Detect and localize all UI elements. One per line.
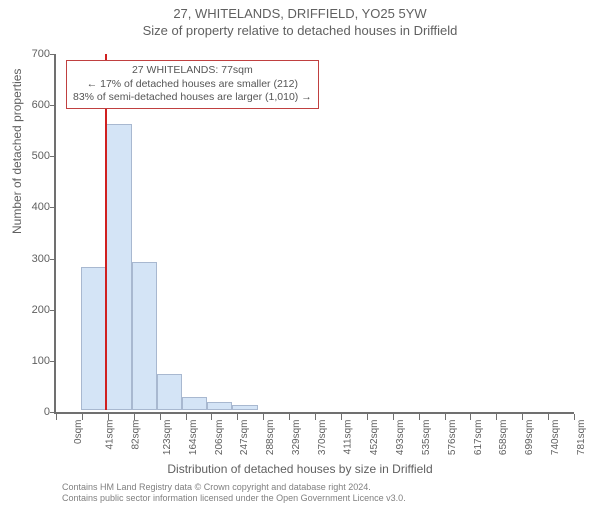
xtick-label: 41sqm bbox=[104, 420, 115, 450]
histogram-bar bbox=[182, 397, 207, 410]
xtick-mark bbox=[496, 414, 497, 420]
xtick-mark bbox=[315, 414, 316, 420]
xtick-label: 206sqm bbox=[214, 420, 225, 456]
xtick-mark bbox=[263, 414, 264, 420]
xtick-mark bbox=[186, 414, 187, 420]
histogram-bar bbox=[157, 374, 182, 410]
xtick-mark bbox=[470, 414, 471, 420]
xtick-label: 411sqm bbox=[342, 420, 353, 455]
footer: Contains HM Land Registry data © Crown c… bbox=[62, 482, 406, 504]
xtick-label: 164sqm bbox=[188, 420, 199, 456]
xtick-mark bbox=[419, 414, 420, 420]
x-axis-label: Distribution of detached houses by size … bbox=[0, 462, 600, 476]
xtick-mark bbox=[82, 414, 83, 420]
xtick-mark bbox=[237, 414, 238, 420]
xtick-label: 123sqm bbox=[162, 420, 173, 456]
xtick-label: 329sqm bbox=[291, 420, 302, 456]
ytick-label: 600 bbox=[20, 99, 50, 111]
ytick-label: 700 bbox=[20, 48, 50, 60]
histogram-bar bbox=[207, 402, 232, 410]
xtick-label: 658sqm bbox=[498, 420, 509, 456]
page-title-2: Size of property relative to detached ho… bbox=[0, 23, 600, 38]
xtick-mark bbox=[445, 414, 446, 420]
xtick-label: 576sqm bbox=[447, 420, 458, 456]
ytick-mark bbox=[50, 412, 56, 413]
xtick-label: 781sqm bbox=[576, 420, 587, 456]
xtick-label: 82sqm bbox=[130, 420, 141, 450]
ytick-mark bbox=[50, 207, 56, 208]
xtick-mark bbox=[211, 414, 212, 420]
xtick-label: 0sqm bbox=[73, 420, 84, 444]
footer-line-1: Contains HM Land Registry data © Crown c… bbox=[62, 482, 406, 493]
page-title-1: 27, WHITELANDS, DRIFFIELD, YO25 5YW bbox=[0, 6, 600, 21]
xtick-label: 535sqm bbox=[421, 420, 432, 456]
info-box: 27 WHITELANDS: 77sqm ← 17% of detached h… bbox=[66, 60, 319, 109]
xtick-label: 493sqm bbox=[395, 420, 406, 456]
xtick-mark bbox=[134, 414, 135, 420]
xtick-mark bbox=[367, 414, 368, 420]
info-line-2: ← 17% of detached houses are smaller (21… bbox=[73, 78, 312, 92]
xtick-mark bbox=[289, 414, 290, 420]
xtick-label: 288sqm bbox=[265, 420, 276, 456]
ytick-label: 200 bbox=[20, 304, 50, 316]
xtick-label: 370sqm bbox=[317, 420, 328, 456]
ytick-label: 100 bbox=[20, 355, 50, 367]
ytick-mark bbox=[50, 105, 56, 106]
ytick-mark bbox=[50, 54, 56, 55]
xtick-mark bbox=[160, 414, 161, 420]
ytick-mark bbox=[50, 310, 56, 311]
xtick-label: 740sqm bbox=[550, 420, 561, 456]
xtick-mark bbox=[393, 414, 394, 420]
ytick-label: 0 bbox=[20, 406, 50, 418]
ytick-mark bbox=[50, 361, 56, 362]
xtick-mark bbox=[548, 414, 549, 420]
ytick-label: 300 bbox=[20, 253, 50, 265]
histogram-bar bbox=[132, 262, 157, 410]
xtick-mark bbox=[522, 414, 523, 420]
xtick-label: 452sqm bbox=[369, 420, 380, 456]
histogram-bar bbox=[81, 267, 106, 410]
ytick-label: 500 bbox=[20, 150, 50, 162]
ytick-mark bbox=[50, 156, 56, 157]
info-line-1: 27 WHITELANDS: 77sqm bbox=[73, 64, 312, 78]
xtick-mark bbox=[108, 414, 109, 420]
xtick-label: 247sqm bbox=[239, 420, 250, 456]
xtick-mark bbox=[56, 414, 57, 420]
ytick-label: 400 bbox=[20, 201, 50, 213]
xtick-label: 617sqm bbox=[473, 420, 484, 456]
histogram-bar bbox=[106, 124, 131, 410]
xtick-label: 699sqm bbox=[524, 420, 535, 456]
xtick-mark bbox=[574, 414, 575, 420]
xtick-mark bbox=[341, 414, 342, 420]
ytick-mark bbox=[50, 259, 56, 260]
info-line-3: 83% of semi-detached houses are larger (… bbox=[73, 91, 312, 105]
histogram-bar bbox=[232, 405, 257, 410]
footer-line-2: Contains public sector information licen… bbox=[62, 493, 406, 504]
